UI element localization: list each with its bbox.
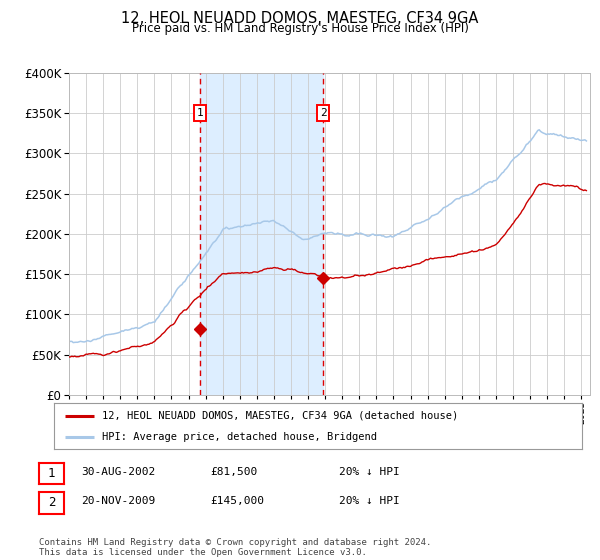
- Text: £145,000: £145,000: [210, 496, 264, 506]
- Text: 30-AUG-2002: 30-AUG-2002: [81, 466, 155, 477]
- Text: 20% ↓ HPI: 20% ↓ HPI: [339, 466, 400, 477]
- Text: 1: 1: [196, 108, 203, 118]
- Text: Price paid vs. HM Land Registry's House Price Index (HPI): Price paid vs. HM Land Registry's House …: [131, 22, 469, 35]
- Text: HPI: Average price, detached house, Bridgend: HPI: Average price, detached house, Brid…: [101, 432, 377, 442]
- Text: 20-NOV-2009: 20-NOV-2009: [81, 496, 155, 506]
- Text: 12, HEOL NEUADD DOMOS, MAESTEG, CF34 9GA (detached house): 12, HEOL NEUADD DOMOS, MAESTEG, CF34 9GA…: [101, 410, 458, 421]
- Text: £81,500: £81,500: [210, 466, 257, 477]
- Text: 2: 2: [320, 108, 326, 118]
- Text: 20% ↓ HPI: 20% ↓ HPI: [339, 496, 400, 506]
- Bar: [200, 73, 323, 395]
- Text: 12, HEOL NEUADD DOMOS, MAESTEG, CF34 9GA: 12, HEOL NEUADD DOMOS, MAESTEG, CF34 9GA: [121, 11, 479, 26]
- Text: 2: 2: [48, 496, 55, 510]
- Text: Contains HM Land Registry data © Crown copyright and database right 2024.
This d: Contains HM Land Registry data © Crown c…: [39, 538, 431, 557]
- Text: 1: 1: [48, 466, 55, 480]
